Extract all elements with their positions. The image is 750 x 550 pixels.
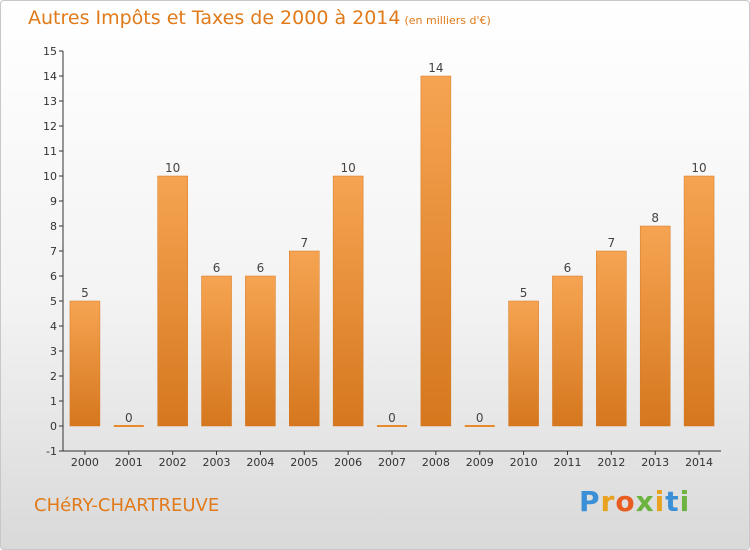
y-tick-label: 7 — [50, 245, 57, 258]
x-tick-label: 2000 — [71, 456, 99, 469]
y-tick-label: 15 — [43, 45, 57, 58]
x-tick-label: 2003 — [203, 456, 231, 469]
y-tick-label: 13 — [43, 95, 57, 108]
bar — [332, 175, 364, 427]
bar — [289, 250, 320, 427]
bar — [420, 75, 452, 427]
bar-value-label: 10 — [165, 161, 180, 175]
x-tick-label: 2007 — [378, 456, 406, 469]
y-tick-label: 14 — [43, 70, 57, 83]
bar-value-label: 7 — [608, 236, 616, 250]
brand-letter: x — [635, 485, 655, 518]
y-tick-label: 4 — [50, 320, 57, 333]
bar — [245, 275, 276, 427]
y-tick-label: 5 — [50, 295, 57, 308]
chart-unit-label: (en milliers d'€) — [404, 14, 491, 27]
bar — [508, 300, 539, 427]
bar — [157, 175, 188, 427]
brand-letter: i — [679, 485, 691, 518]
brand-letter: r — [600, 485, 616, 518]
brand-letter: P — [579, 485, 601, 518]
brand-logo: Proxiti — [579, 485, 690, 518]
y-tick-label: 2 — [50, 370, 57, 383]
bar-value-label: 5 — [520, 286, 528, 300]
x-tick-label: 2010 — [510, 456, 538, 469]
bar-value-label: 7 — [300, 236, 308, 250]
bar-value-label: 6 — [257, 261, 265, 275]
y-tick-label: 3 — [50, 345, 57, 358]
bar-value-label: 14 — [428, 61, 443, 75]
bar — [639, 225, 671, 427]
bar-value-label: 6 — [213, 261, 221, 275]
chart-title-text: Autres Impôts et Taxes de 2000 à 2014 — [28, 7, 401, 29]
y-tick-label: 12 — [43, 120, 57, 133]
x-tick-label: 2008 — [422, 456, 450, 469]
x-tick-label: 2012 — [597, 456, 625, 469]
brand-letter: o — [615, 485, 636, 518]
brand-letter: t — [665, 485, 680, 518]
bar-value-label: 5 — [81, 286, 89, 300]
y-tick-label: 8 — [50, 220, 57, 233]
x-tick-label: 2013 — [641, 456, 669, 469]
y-tick-label: 11 — [43, 145, 57, 158]
bar — [596, 250, 627, 427]
x-tick-label: 2006 — [334, 456, 362, 469]
bar — [552, 275, 583, 427]
bar-value-label: 0 — [388, 411, 396, 425]
y-tick-label: 9 — [50, 195, 57, 208]
chart-title: Autres Impôts et Taxes de 2000 à 2014 (en… — [28, 7, 491, 29]
bar-value-label: 0 — [476, 411, 484, 425]
y-tick-label: 0 — [50, 420, 57, 433]
x-tick-label: 2001 — [115, 456, 143, 469]
x-tick-label: 2014 — [685, 456, 713, 469]
x-tick-label: 2005 — [290, 456, 318, 469]
bar-value-label: 6 — [564, 261, 572, 275]
bar — [69, 300, 101, 427]
bar-value-label: 10 — [691, 161, 706, 175]
y-tick-label: 1 — [50, 395, 57, 408]
bar — [201, 275, 232, 427]
bar — [683, 175, 715, 427]
bar-value-label: 8 — [651, 211, 659, 225]
y-tick-label: 6 — [50, 270, 57, 283]
y-tick-label: 10 — [43, 170, 57, 183]
bar-value-label: 10 — [340, 161, 355, 175]
place-name: CHéRY-CHARTREUVE — [34, 495, 220, 516]
x-tick-label: 2011 — [553, 456, 581, 469]
bar-value-label: 0 — [125, 411, 133, 425]
x-tick-label: 2004 — [246, 456, 274, 469]
y-tick-label: -1 — [46, 445, 57, 458]
brand-letter: i — [654, 485, 666, 518]
x-tick-label: 2009 — [466, 456, 494, 469]
x-tick-label: 2002 — [159, 456, 187, 469]
